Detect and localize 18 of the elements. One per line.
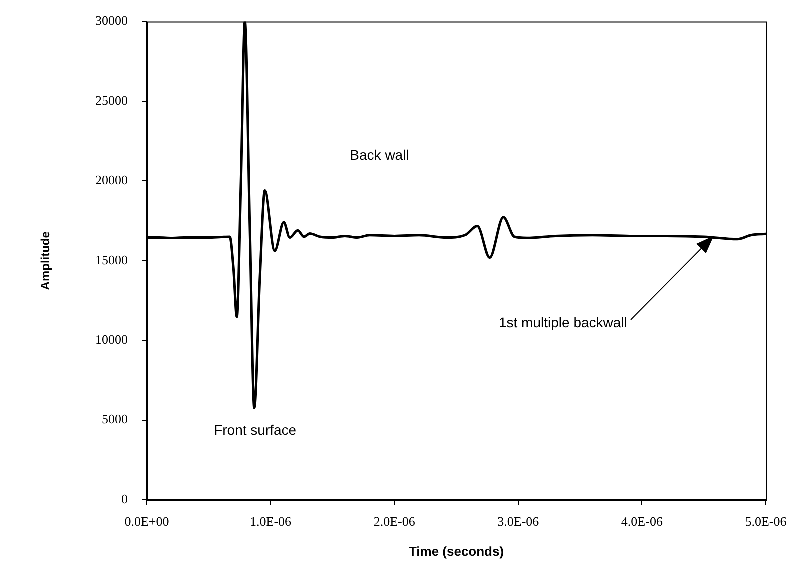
annotation: Front surface — [214, 422, 297, 438]
y-tick-label: 15000 — [96, 252, 128, 268]
annotation: 1st multiple backwall — [498, 314, 628, 330]
y-tick-label: 5000 — [102, 412, 128, 427]
annotation: Back wall — [350, 147, 410, 164]
x-tick-label: 3.0E-06 — [498, 514, 540, 530]
y-tick-label: 0 — [122, 491, 128, 506]
y-axis-title: Amplitude — [38, 231, 53, 290]
y-tick-label: 20000 — [96, 172, 128, 188]
y-tick-label: 10000 — [96, 332, 128, 348]
y-tick-label: 25000 — [96, 92, 128, 108]
x-tick-label: 5.0E-06 — [745, 514, 788, 530]
x-tick-label: 1.0E-06 — [250, 514, 292, 530]
x-axis-title: Time (seconds) — [408, 544, 504, 559]
x-tick-label: 2.0E-06 — [374, 514, 416, 530]
x-tick-label: 4.0E-06 — [621, 514, 664, 530]
y-tick-label: 30000 — [96, 13, 128, 28]
x-tick-label: 0.0E+00 — [124, 514, 170, 530]
